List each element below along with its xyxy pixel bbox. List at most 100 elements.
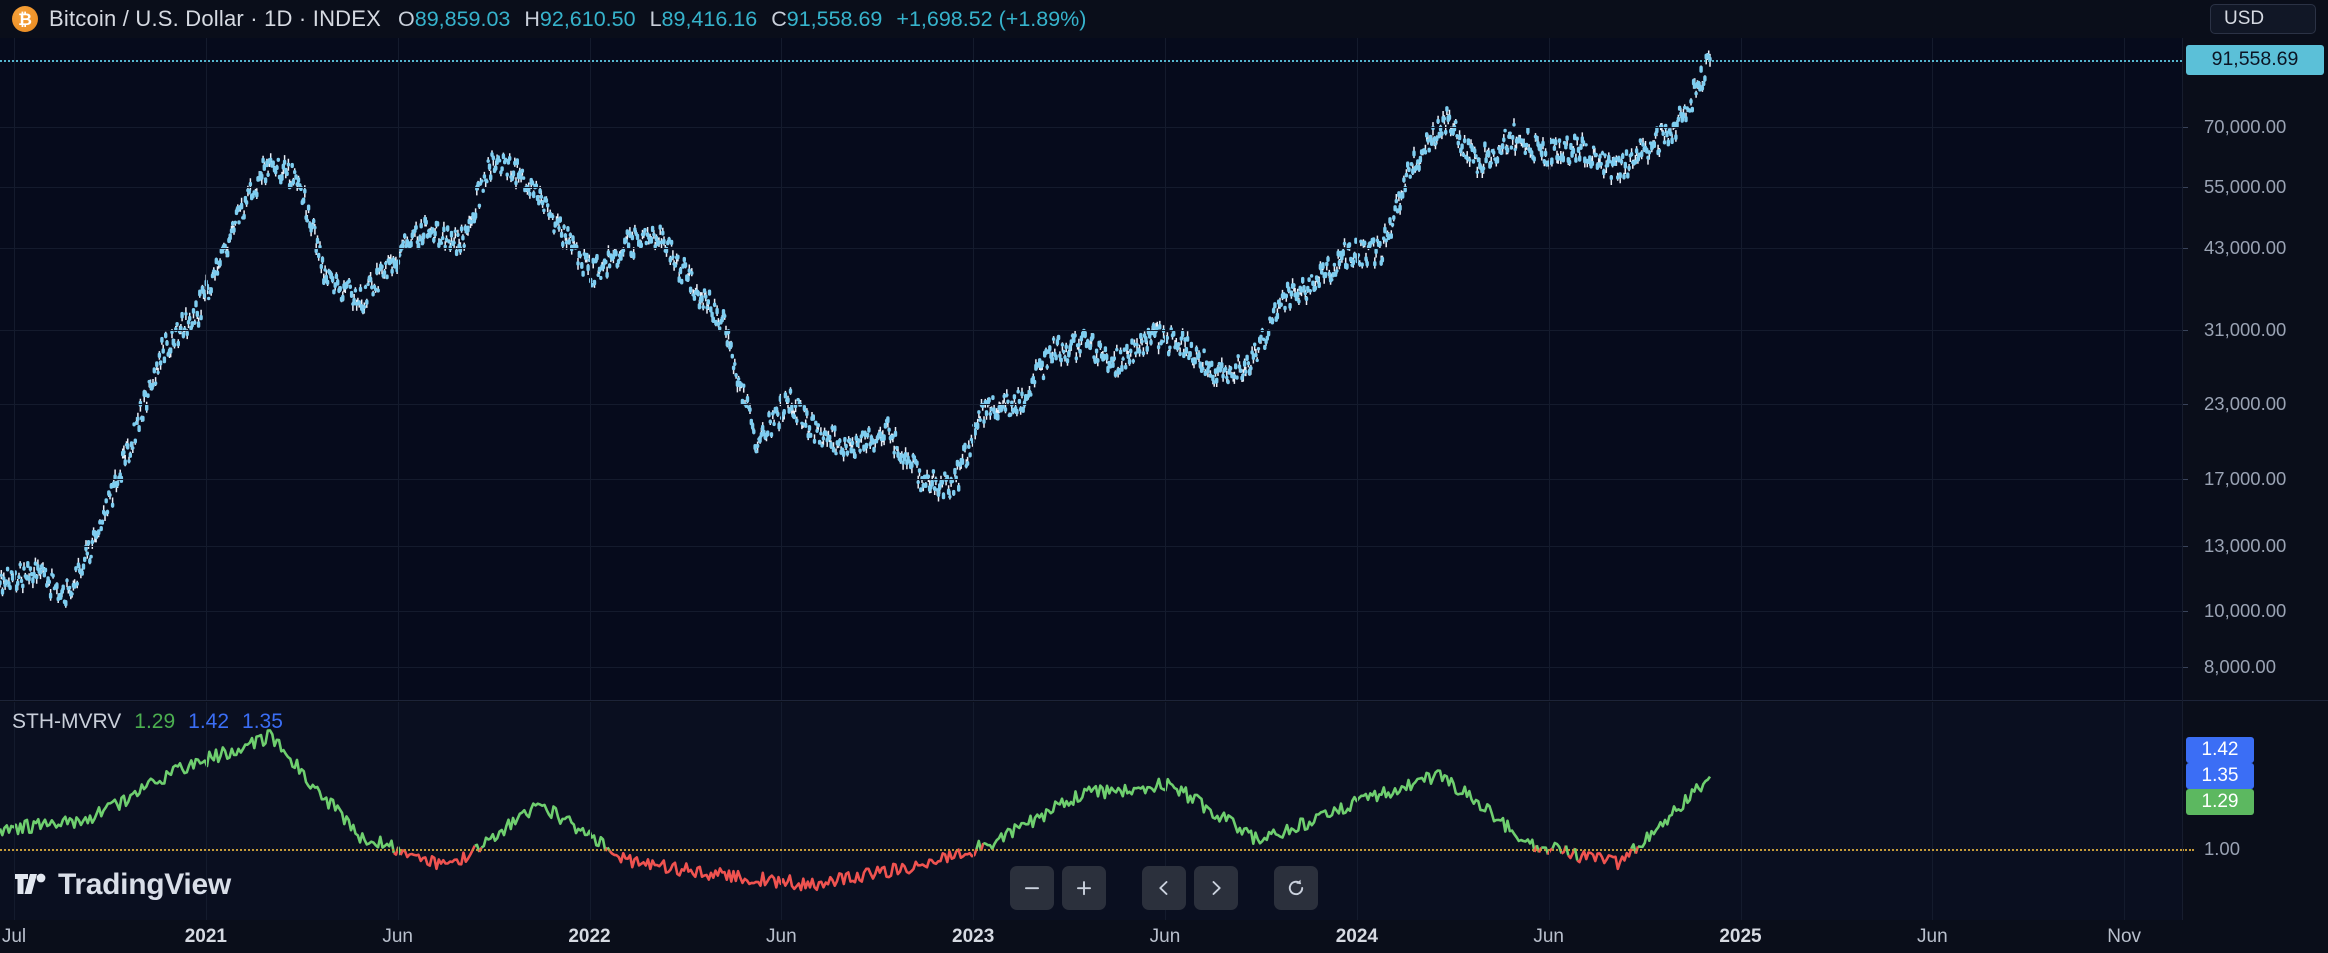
indicator-legend[interactable]: STH-MVRV 1.29 1.42 1.35 — [12, 710, 283, 734]
gridline-horizontal — [0, 126, 2182, 128]
indicator-legend-value-2: 1.42 — [188, 710, 230, 733]
ohlc-open-key: O — [398, 6, 415, 31]
time-axis-label: 2024 — [1335, 926, 1378, 947]
price-axis-tick — [2182, 479, 2188, 481]
reset-chart-button[interactable] — [1274, 866, 1318, 910]
price-axis[interactable]: 70,000.00 55,000.00 43,000.00 31,000.00 23,0… — [2182, 38, 2328, 700]
symbol-title[interactable]: Bitcoin / U.S. Dollar · 1D · INDEX — [49, 6, 381, 31]
chart-toolbar[interactable] — [1010, 866, 1318, 910]
gridline-vertical — [1165, 702, 1166, 920]
indicator-axis[interactable]: 1.42 1.35 1.29 1.00 — [2182, 702, 2328, 920]
scroll-right-button[interactable] — [1194, 866, 1238, 910]
minus-icon — [1025, 887, 1039, 890]
candle-bodies — [0, 53, 1712, 607]
price-change: +1,698.52 (+1.89%) — [896, 6, 1087, 31]
ohlc-close-key: C — [771, 6, 787, 31]
gridline-vertical — [589, 38, 591, 700]
gridline-vertical — [14, 38, 15, 700]
bitcoin-icon: ₿ — [12, 6, 38, 32]
tradingview-watermark: TradingView — [14, 868, 231, 902]
price-axis-label: 43,000.00 — [2204, 237, 2287, 259]
gridline-vertical — [397, 702, 399, 920]
ohlc-open: O89,859.03 — [398, 7, 510, 32]
reset-icon — [1288, 879, 1304, 896]
indicator-legend-value-1: 1.29 — [134, 710, 176, 733]
time-axis-label: Jun — [766, 926, 797, 947]
indicator-segment-above — [0, 729, 396, 854]
time-axis-label: Jun — [1917, 926, 1948, 947]
gridline-horizontal — [0, 666, 2182, 668]
ohlc-open-value: 89,859.03 — [414, 6, 511, 31]
price-axis-label: 70,000.00 — [2204, 115, 2287, 137]
gridline-vertical — [589, 702, 591, 920]
currency-chip[interactable]: USD — [2210, 4, 2316, 34]
indicator-value-badge[interactable]: 1.29 — [2186, 789, 2254, 816]
gridline-vertical — [973, 38, 975, 700]
gridline-vertical — [1548, 38, 1550, 700]
price-axis-tick — [2182, 126, 2188, 128]
price-axis-label: 10,000.00 — [2204, 600, 2287, 622]
time-axis[interactable] — [0, 920, 2328, 953]
gridline-vertical — [781, 702, 783, 920]
indicator-segment-below — [399, 845, 476, 871]
indicator-segment-below — [1576, 848, 1633, 871]
last-price-line — [0, 59, 2182, 62]
price-axis-tick — [2182, 329, 2188, 331]
gridline-horizontal — [0, 186, 2182, 188]
price-axis-tick — [2182, 186, 2188, 188]
ohlc-high-value: 92,610.50 — [539, 6, 636, 31]
gridline-vertical — [205, 702, 207, 920]
time-axis-label: Jul — [1, 926, 27, 947]
price-axis-label: 8,000.00 — [2204, 655, 2277, 677]
watermark-text: TradingView — [58, 868, 231, 901]
axis-divider — [2182, 38, 2183, 920]
indicator-segment-above — [983, 769, 1536, 853]
ohlc-low-key: L — [649, 6, 662, 31]
time-axis-label: 2021 — [184, 926, 227, 947]
gridline-horizontal — [0, 329, 2182, 331]
ohlc-close-value: 91,558.69 — [786, 6, 883, 31]
gridline-vertical — [2124, 702, 2126, 920]
zoom-in-button[interactable] — [1062, 866, 1106, 910]
price-axis-tick — [2182, 666, 2188, 668]
ohlc-high-key: H — [524, 6, 540, 31]
indicator-segment-above — [975, 839, 983, 852]
price-chart-pane[interactable] — [0, 38, 2182, 700]
price-axis-tick — [2182, 611, 2188, 613]
indicator-baseline-tick — [2182, 849, 2194, 852]
gridline-vertical — [1740, 38, 1742, 700]
scroll-left-button[interactable] — [1142, 866, 1186, 910]
gridline-vertical — [1356, 702, 1358, 920]
ohlc-low-value: 89,416.16 — [661, 6, 758, 31]
gridline-horizontal — [0, 403, 2182, 405]
gridline-vertical — [1740, 702, 1742, 920]
indicator-value-badge[interactable]: 1.35 — [2186, 763, 2254, 790]
chevron-right-icon — [1212, 881, 1221, 895]
indicator-segment-above — [480, 802, 607, 852]
gridline-vertical — [781, 38, 783, 700]
plus-icon — [1077, 881, 1091, 896]
indicator-segment-below — [608, 848, 978, 892]
indicator-value-badge[interactable]: 1.42 — [2186, 737, 2254, 764]
indicator-segment-above — [1551, 841, 1563, 854]
ohlc-close: C91,558.69 — [771, 7, 882, 32]
time-axis-label: 2025 — [1719, 926, 1762, 947]
gridline-vertical — [1356, 38, 1358, 700]
gridline-vertical — [397, 38, 399, 700]
indicator-series-plot — [0, 729, 1712, 892]
chart-header: ₿ Bitcoin / U.S. Dollar · 1D · INDEX O89… — [0, 0, 2328, 38]
gridline-vertical — [1932, 38, 1934, 700]
gridline-vertical — [1165, 38, 1166, 700]
price-axis-tick — [2182, 545, 2188, 547]
price-series-plot — [0, 50, 1712, 608]
price-axis-label: 23,000.00 — [2204, 392, 2287, 414]
time-axis-label: Jun — [1149, 926, 1181, 947]
zoom-out-button[interactable] — [1010, 866, 1054, 910]
tradingview-logo-icon — [14, 872, 48, 898]
pane-separator[interactable] — [0, 700, 2328, 701]
indicator-baseline-label: 1.00 — [2204, 838, 2241, 860]
gridline-horizontal — [0, 248, 2182, 250]
indicator-legend-value-3: 1.35 — [242, 710, 283, 733]
last-price-badge[interactable]: 91,558.69 — [2186, 44, 2324, 75]
